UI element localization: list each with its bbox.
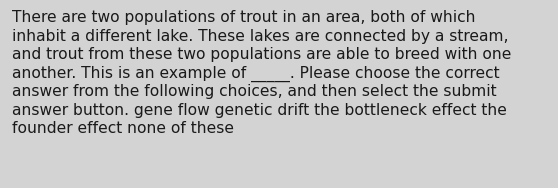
Text: another. This is an example of _____. Please choose the correct: another. This is an example of _____. Pl…	[12, 65, 499, 82]
Text: inhabit a different lake. These lakes are connected by a stream,: inhabit a different lake. These lakes ar…	[12, 29, 508, 43]
Text: There are two populations of trout in an area, both of which: There are two populations of trout in an…	[12, 10, 475, 25]
Text: answer button. gene flow genetic drift the bottleneck effect the: answer button. gene flow genetic drift t…	[12, 102, 507, 118]
Text: answer from the following choices, and then select the submit: answer from the following choices, and t…	[12, 84, 497, 99]
Text: founder effect none of these: founder effect none of these	[12, 121, 234, 136]
Text: and trout from these two populations are able to breed with one: and trout from these two populations are…	[12, 47, 511, 62]
